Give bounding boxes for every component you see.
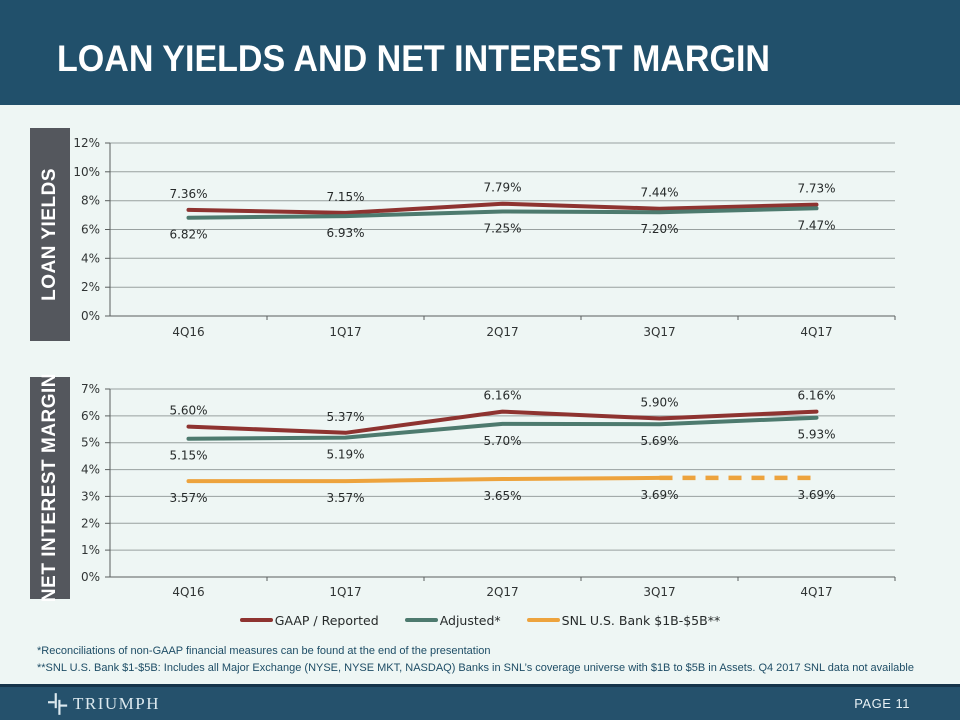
x-axis-label: 4Q16 [172,325,204,339]
legend-label: GAAP / Reported [274,612,379,628]
x-ticks [266,577,896,581]
data-label-gaap: 5.37% [326,410,364,424]
data-label-adjusted: 5.15% [169,449,207,463]
x-axis-label: 4Q17 [800,325,832,339]
legend-label: Adjusted* [439,612,501,628]
series-line-adjusted [186,415,819,441]
y-axis-label: 7% [81,382,100,396]
gridlines: 0% 2% 4% 6% 8% 10% 12% [73,136,895,323]
y-axis-label: 0% [81,309,100,323]
x-axis-label: 1Q17 [329,325,361,339]
footnotes: *Reconciliations of non-GAAP financial m… [37,643,937,677]
section-tab-net-interest-margin: NET INTEREST MARGIN [30,373,70,603]
y-axis-label: 1% [81,543,100,557]
y-axis-label: 2% [81,280,100,294]
x-axis-label: 3Q17 [643,585,675,599]
brand-name: TRIUMPH [73,693,161,713]
y-axis-label: 12% [73,136,100,150]
y-axis-label: 3% [81,489,100,503]
loan-yields-chart: 0% 2% 4% 6% 8% 10% 12% 4Q16 1Q17 2Q17 3Q17 4Q17 7.36… [73,136,896,339]
data-label-adjusted: 5.93% [797,428,835,442]
y-axis-label: 6% [81,409,100,423]
legend-label: SNL U.S. Bank $1B-$5B** [561,612,721,628]
data-label-snl: 3.65% [483,489,521,503]
data-label-gaap: 7.79% [483,181,521,195]
x-axis-label: 2Q17 [486,325,518,339]
data-label-snl: 3.57% [169,491,207,505]
x-axis-label: 1Q17 [329,585,361,599]
gridlines: 0% 1% 2% 3% 4% 5% 6% 7% [81,382,895,584]
y-axis-label: 6% [81,223,100,237]
x-axis-label: 3Q17 [643,325,675,339]
data-label-gaap: 7.73% [797,182,835,196]
data-label-adjusted: 6.82% [169,228,207,242]
y-axis-label: 5% [81,436,100,450]
x-axis-labels: 4Q16 1Q17 2Q17 3Q17 4Q17 [172,585,832,599]
page-number: PAGE 11 [854,696,910,711]
legend-swatch-adjusted [404,618,438,622]
data-label-gaap: 6.16% [797,389,835,403]
net-interest-margin-chart: 0% 1% 2% 3% 4% 5% 6% 7% 4Q16 1Q17 2Q17 3Q17 4Q17 5.60… [81,382,896,599]
footnote-snl: **SNL U.S. Bank $1-$5B: Includes all Maj… [37,662,914,674]
data-label-snl: 3.69% [640,488,678,502]
data-label-adjusted: 5.69% [640,434,678,448]
legend-swatch-gaap [239,618,273,622]
data-label-gaap: 7.36% [169,187,207,201]
legend-item-adjusted: Adjusted* [404,612,501,628]
footer-bar: TRIUMPH PAGE 11 [0,684,960,720]
x-ticks [266,316,896,320]
footnote-reconciliations: *Reconciliations of non-GAAP financial m… [37,645,491,657]
chart-legend: GAAP / Reported Adjusted* SNL U.S. Bank $1… [0,608,960,632]
data-label-adjusted: 5.70% [483,434,521,448]
x-axis-label: 4Q16 [172,585,204,599]
legend-swatch-snl [526,618,560,622]
y-axis-label: 0% [81,570,100,584]
data-label-gaap: 5.90% [640,396,678,410]
y-axis-label: 10% [73,165,100,179]
brand-logo: TRIUMPH [48,692,161,715]
data-label-gaap: 5.60% [169,404,207,418]
data-label-adjusted: 7.25% [483,222,521,236]
x-axis-label: 2Q17 [486,585,518,599]
data-label-adjusted: 7.47% [797,218,835,232]
data-label-snl: 3.69% [797,488,835,502]
section-tab-loan-yields: LOAN YIELDS [30,128,70,341]
y-axis-label: 8% [81,194,100,208]
legend-item-gaap: GAAP / Reported [239,612,379,628]
legend-item-snl: SNL U.S. Bank $1B-$5B** [526,612,721,628]
data-label-gaap: 6.16% [483,389,521,403]
y-axis-label: 4% [81,463,100,477]
series-line-adjusted [186,206,819,220]
x-axis-labels: 4Q16 1Q17 2Q17 3Q17 4Q17 [172,325,832,339]
series-line-snl [186,475,662,484]
triumph-cross-icon [48,692,68,715]
data-label-gaap: 7.15% [326,190,364,204]
page-title: LOAN YIELDS AND NET INTEREST MARGIN [57,38,770,79]
y-axis-label: 4% [81,251,100,265]
series-line-gaap [186,201,819,215]
data-label-adjusted: 6.93% [326,226,364,240]
series-line-gaap [186,409,819,435]
data-label-gaap: 7.44% [640,186,678,200]
y-axis-label: 2% [81,516,100,530]
data-label-adjusted: 7.20% [640,222,678,236]
slide-header: LOAN YIELDS AND NET INTEREST MARGIN [0,0,960,105]
data-label-adjusted: 5.19% [326,448,364,462]
x-axis-label: 4Q17 [800,585,832,599]
data-label-snl: 3.57% [326,491,364,505]
